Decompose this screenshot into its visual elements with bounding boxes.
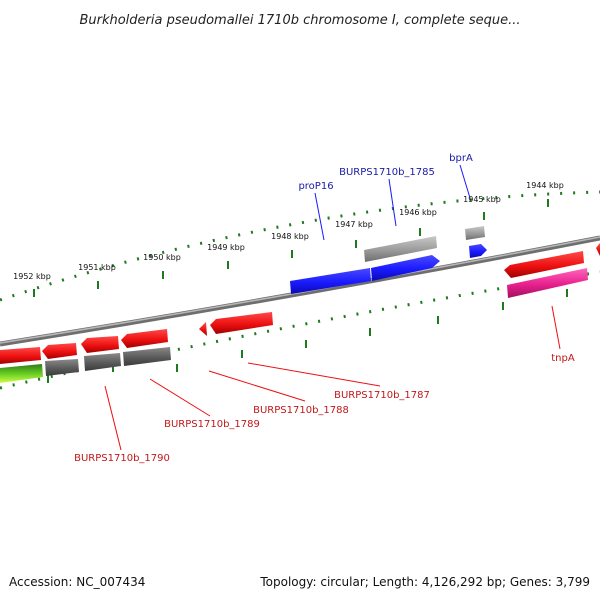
cds-fragment[interactable] — [596, 243, 600, 256]
cds-reverse-burps1710b-1790[interactable] — [42, 343, 77, 359]
gray-feature[interactable] — [84, 353, 121, 371]
chromosome-backbone — [0, 235, 600, 347]
leader-line — [208, 370, 306, 402]
cds-reverse-small[interactable] — [199, 322, 207, 336]
gray-feature[interactable] — [364, 236, 437, 262]
gene-labels: proP16 BURPS1710b_1785 bprA tnpA BURPS17… — [74, 153, 575, 464]
tick-label: 1949 kbp — [207, 243, 245, 252]
tick-label: 1952 kbp — [13, 272, 51, 281]
gene-label-burps1710b-1789[interactable]: BURPS1710b_1789 — [164, 419, 260, 430]
leader-line — [149, 378, 211, 417]
cds-reverse-burps1710b-1787[interactable] — [210, 312, 273, 334]
leader-line — [314, 192, 325, 241]
gene-label-propP16[interactable]: proP16 — [298, 181, 333, 192]
leader-line — [459, 164, 471, 199]
leader-line — [388, 178, 397, 227]
gene-label-tnpA[interactable]: tnpA — [551, 353, 575, 364]
gray-feature[interactable] — [465, 226, 485, 240]
cds-reverse[interactable] — [504, 251, 584, 278]
gene-label-burps1710b-1785[interactable]: BURPS1710b_1785 — [339, 167, 435, 178]
coordinate-tick-labels: 1952 kbp 1951 kbp 1950 kbp 1949 kbp 1948… — [13, 181, 564, 281]
tick-label: 1945 kbp — [463, 195, 501, 204]
tick-label: 1951 kbp — [78, 263, 116, 272]
cds-forward-propP16[interactable] — [290, 268, 371, 294]
cds-reverse-burps1710b-1788[interactable] — [121, 329, 168, 348]
gene-label-bprA[interactable]: bprA — [449, 153, 473, 164]
gray-feature[interactable] — [45, 359, 79, 376]
accession-text: Accession: NC_007434 — [9, 575, 145, 589]
gray-feature[interactable] — [123, 347, 171, 366]
gene-label-burps1710b-1787[interactable]: BURPS1710b_1787 — [334, 390, 430, 401]
label-leader-lines — [104, 164, 561, 451]
leader-line — [104, 385, 122, 451]
map-title: Burkholderia pseudomallei 1710b chromoso… — [79, 13, 520, 28]
cds-reverse-burps1710b-1789[interactable] — [81, 336, 119, 353]
gene-label-burps1710b-1788[interactable]: BURPS1710b_1788 — [253, 405, 349, 416]
cds-forward-bprA[interactable] — [469, 244, 487, 258]
cds-reverse-tnpA[interactable] — [507, 268, 588, 298]
cds-reverse[interactable] — [0, 347, 41, 364]
cds-forward-burps1710b-1785[interactable] — [371, 255, 440, 281]
leader-line — [247, 362, 381, 387]
tick-label: 1947 kbp — [335, 220, 373, 229]
genome-stats-text: Topology: circular; Length: 4,126,292 bp… — [259, 575, 590, 589]
tick-label: 1948 kbp — [271, 232, 309, 241]
tick-label: 1950 kbp — [143, 253, 181, 262]
tick-label: 1946 kbp — [399, 208, 437, 217]
tick-label: 1944 kbp — [526, 181, 564, 190]
green-feature[interactable] — [0, 364, 43, 383]
outer-ruler-major-ticks — [33, 199, 549, 297]
gene-label-burps1710b-1790[interactable]: BURPS1710b_1790 — [74, 453, 170, 464]
leader-line — [551, 305, 561, 350]
